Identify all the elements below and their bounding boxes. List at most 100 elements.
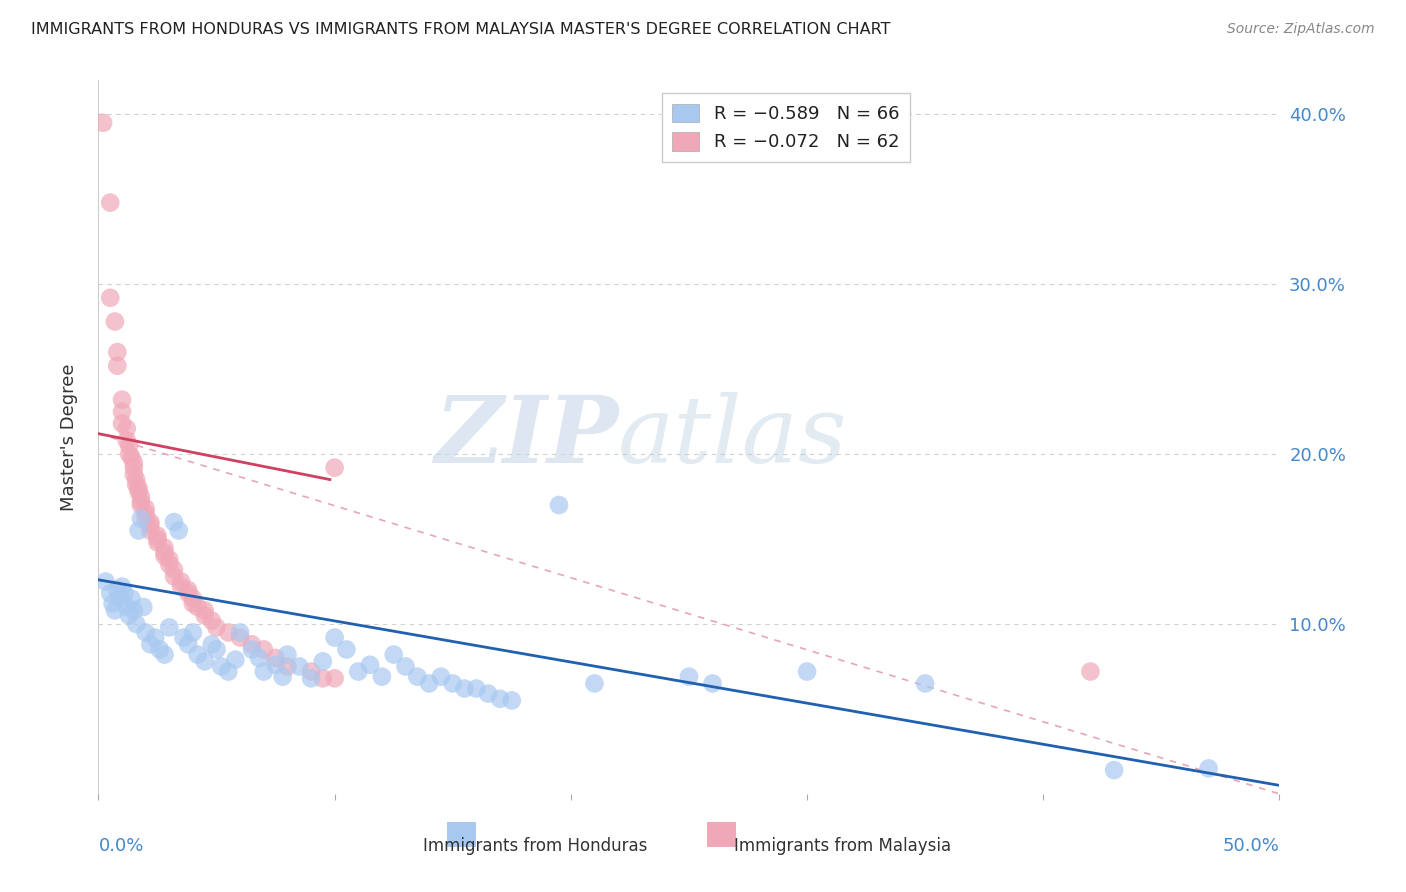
Point <box>153 549 176 563</box>
Point <box>170 574 193 589</box>
Point <box>105 582 128 597</box>
Point <box>139 637 162 651</box>
Point <box>288 659 311 673</box>
Point <box>128 484 150 499</box>
Point <box>253 665 276 679</box>
Point <box>359 657 381 672</box>
Point <box>153 648 176 662</box>
Point <box>105 359 128 373</box>
Point <box>111 392 134 407</box>
Point <box>129 511 152 525</box>
Point <box>121 450 143 465</box>
Point <box>276 659 298 673</box>
Point <box>101 597 124 611</box>
Point <box>224 653 246 667</box>
Point <box>115 434 138 448</box>
Point <box>118 447 141 461</box>
Point <box>501 693 523 707</box>
Point <box>139 518 162 533</box>
Point <box>170 580 193 594</box>
Point <box>139 524 162 538</box>
Point <box>111 417 134 431</box>
Point <box>430 670 453 684</box>
Point <box>157 620 180 634</box>
Point <box>201 637 224 651</box>
Point <box>129 494 152 508</box>
Point <box>678 670 700 684</box>
Point <box>177 637 200 651</box>
Point <box>441 676 464 690</box>
Point <box>115 599 138 614</box>
Point <box>217 665 239 679</box>
Point <box>177 586 200 600</box>
Point <box>104 314 127 328</box>
Point <box>323 460 346 475</box>
Point <box>98 291 121 305</box>
Point <box>118 608 141 623</box>
Point <box>240 642 263 657</box>
Point <box>276 648 298 662</box>
Point <box>181 597 204 611</box>
Point <box>253 642 276 657</box>
Point <box>135 507 157 521</box>
Point <box>104 603 127 617</box>
Point <box>135 625 157 640</box>
Text: Source: ZipAtlas.com: Source: ZipAtlas.com <box>1227 22 1375 37</box>
Point <box>94 574 117 589</box>
Point <box>548 498 571 512</box>
Point <box>135 501 157 516</box>
Point <box>205 620 228 634</box>
Point <box>135 511 157 525</box>
Point <box>406 670 429 684</box>
Point <box>153 546 176 560</box>
Point <box>163 515 186 529</box>
Point <box>125 477 148 491</box>
Point <box>323 671 346 685</box>
FancyBboxPatch shape <box>707 822 737 847</box>
Point <box>111 580 134 594</box>
Text: ZIP: ZIP <box>434 392 619 482</box>
Point <box>172 631 194 645</box>
Point <box>465 681 488 696</box>
Point <box>453 681 475 696</box>
Y-axis label: Master's Degree: Master's Degree <box>59 363 77 511</box>
Point <box>129 490 152 504</box>
Point <box>146 532 169 546</box>
Point <box>312 671 335 685</box>
Point <box>229 631 252 645</box>
Point <box>1102 763 1125 777</box>
Point <box>122 456 145 470</box>
Point <box>240 637 263 651</box>
Point <box>115 421 138 435</box>
Point <box>122 460 145 475</box>
Point <box>128 481 150 495</box>
Point <box>149 642 172 657</box>
Point <box>181 625 204 640</box>
Point <box>146 528 169 542</box>
Legend: R = −0.589   N = 66, R = −0.072   N = 62: R = −0.589 N = 66, R = −0.072 N = 62 <box>661 93 910 162</box>
Point <box>122 467 145 482</box>
Point <box>98 195 121 210</box>
Point <box>153 541 176 555</box>
Point <box>91 116 114 130</box>
Point <box>194 608 217 623</box>
Point <box>125 617 148 632</box>
Point <box>163 563 186 577</box>
Point <box>194 603 217 617</box>
Point <box>394 659 416 673</box>
Point <box>371 670 394 684</box>
Point <box>105 345 128 359</box>
Point <box>264 651 287 665</box>
Point <box>702 676 724 690</box>
Point <box>146 535 169 549</box>
Text: Immigrants from Honduras: Immigrants from Honduras <box>423 837 648 855</box>
Point <box>129 498 152 512</box>
Point <box>112 586 135 600</box>
Point <box>187 648 209 662</box>
Point <box>121 591 143 606</box>
Point <box>118 439 141 453</box>
Point <box>194 654 217 668</box>
Point <box>167 524 190 538</box>
Point <box>264 657 287 672</box>
Point <box>177 582 200 597</box>
